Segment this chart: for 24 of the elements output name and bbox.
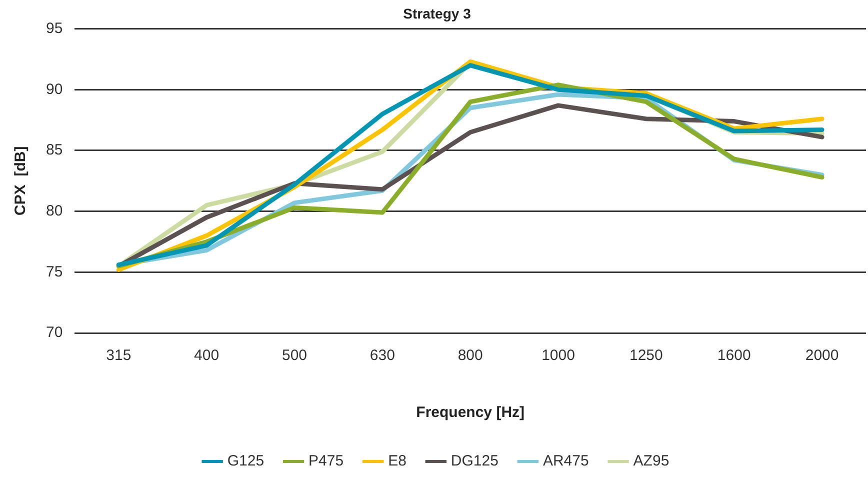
y-tick-label: 95 xyxy=(46,20,63,37)
x-tick-label: 630 xyxy=(370,347,395,364)
x-tick-label: 315 xyxy=(106,347,132,364)
chart-title: Strategy 3 xyxy=(403,5,472,22)
legend-label: AZ95 xyxy=(633,452,670,470)
legend-label: DG125 xyxy=(450,452,498,470)
x-tick-label: 2000 xyxy=(805,347,839,364)
legend-label: E8 xyxy=(388,452,406,470)
x-tick-label: 400 xyxy=(194,347,220,364)
legend-label: AR475 xyxy=(542,452,589,470)
x-tick-label: 1600 xyxy=(717,347,751,364)
legend-label: P475 xyxy=(308,452,344,470)
x-tick-label: 1000 xyxy=(542,347,575,364)
y-tick-label: 90 xyxy=(46,80,63,98)
x-tick-label: 800 xyxy=(458,347,483,364)
y-axis-title: CPX [dB] xyxy=(12,146,30,216)
y-tick-label: 80 xyxy=(46,202,63,220)
y-tick-label: 85 xyxy=(46,142,63,159)
y-tick-label: 70 xyxy=(46,324,63,342)
x-axis-title: Frequency [Hz] xyxy=(416,404,525,422)
x-tick-label: 500 xyxy=(282,347,308,364)
y-tick-label: 75 xyxy=(46,263,63,280)
x-tick-label: 1250 xyxy=(630,347,663,364)
legend-label: G125 xyxy=(227,452,264,470)
